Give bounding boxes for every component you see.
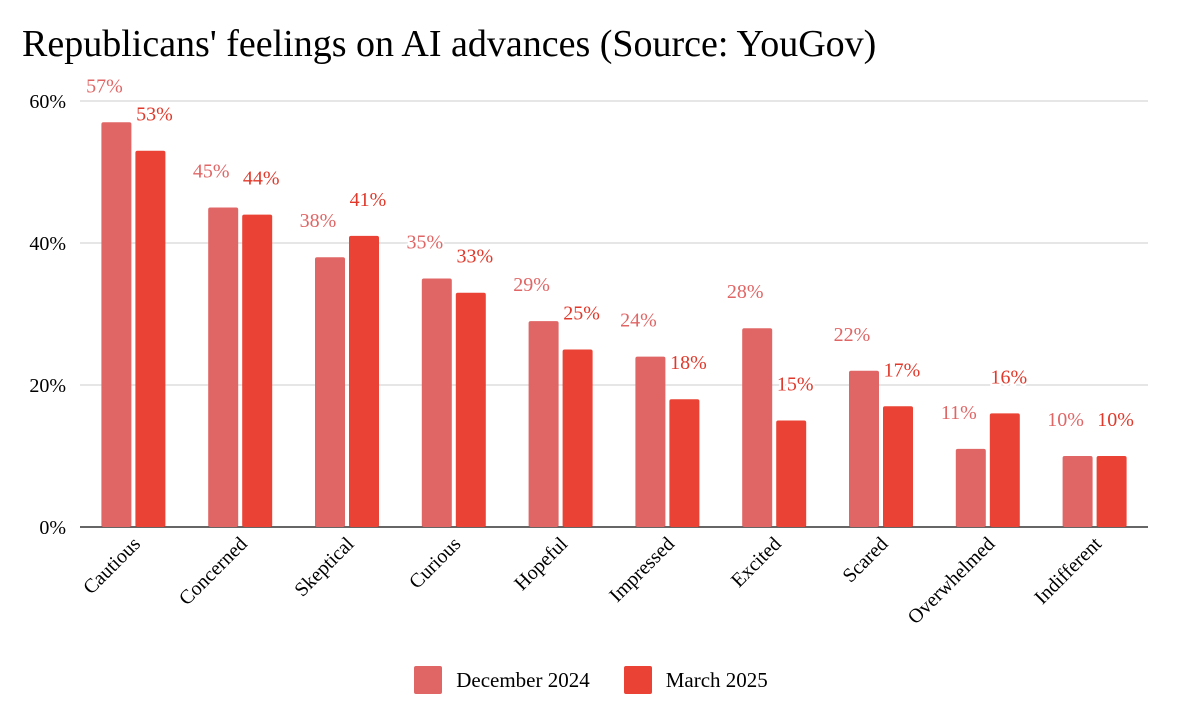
y-tick-label: 0% [39,517,66,539]
y-tick-label: 20% [29,375,66,397]
y-tick-label: 40% [29,233,66,255]
bar-december-2024-hopeful [528,321,559,527]
bar-december-2024-curious [421,278,452,527]
data-label: 16% [990,366,1027,388]
x-category-label: Skeptical [290,533,358,601]
data-label: 10% [1097,409,1134,431]
legend-item-march-2025: March 2025 [623,666,768,694]
data-label: 35% [406,232,443,254]
bar-december-2024-overwhelmed [955,448,986,527]
y-tick-label: 60% [29,91,66,113]
bar-december-2024-cautious [101,122,132,528]
bar-december-2024-excited [742,328,773,527]
x-category-label: Overwhelmed [904,533,1000,629]
bar-december-2024-impressed [635,356,666,527]
x-category-label: Impressed [605,533,679,607]
data-label: 44% [243,168,280,190]
x-category-label: Scared [838,533,892,587]
data-label: 53% [136,104,173,126]
x-axis-labels: Cautious Concerned Skeptical Curious Hopeful… [79,533,1106,629]
data-labels: 57% 53% 45% 44% 38% 41% 35% 33% 29% 25% 24% 18% 28% 1… [84,73,1136,433]
legend-swatch [623,666,652,694]
legend-label: December 2024 [456,667,590,692]
legend-swatch [414,666,443,694]
x-category-label: Excited [727,533,786,592]
chart-title: Republicans' feelings on AI advances (So… [22,23,877,65]
bar-march-2025-indifferent [1096,456,1127,527]
bar-december-2024-concerned [208,207,239,527]
data-label: 11% [941,402,977,424]
bar-december-2024-skeptical [315,257,345,527]
x-category-label: Hopeful [510,533,572,595]
bar-march-2025-overwhelmed [989,413,1020,527]
data-label: 17% [884,359,921,381]
bar-march-2025-impressed [669,399,700,527]
bars [101,122,1127,528]
x-category-label: Cautious [79,533,145,599]
data-label: 38% [300,210,337,232]
data-label: 41% [350,189,387,211]
bar-march-2025-skeptical [349,235,379,527]
data-label: 10% [1047,409,1084,431]
data-label: 33% [456,246,493,268]
data-label: 24% [620,310,657,332]
bar-december-2024-indifferent [1062,456,1093,527]
bar-december-2024-scared [849,370,879,527]
data-label: 15% [777,374,814,396]
bar-march-2025-scared [883,406,913,527]
x-category-label: Curious [405,533,465,593]
bar-march-2025-cautious [135,150,166,527]
bar-march-2025-hopeful [562,349,593,527]
x-category-label: Concerned [175,533,252,610]
data-label: 57% [86,75,123,97]
bar-march-2025-excited [776,420,807,527]
data-label: 25% [563,303,600,325]
legend-item-december-2024: December 2024 [414,666,590,694]
x-category-label: Indifferent [1030,533,1106,609]
legend-label: March 2025 [665,667,768,692]
gridlines [80,100,1148,528]
data-label: 28% [727,281,764,303]
bar-march-2025-curious [455,292,486,527]
data-label: 18% [670,352,707,374]
data-label: 29% [513,274,550,296]
data-label: 45% [193,161,230,183]
bar-march-2025-concerned [242,214,273,527]
legend: December 2024 March 2025 [0,664,1182,696]
bar-chart: 0% 20% 40% 60% 57% 53% 45% 44% 38% 41% 35% 33% 29% 2… [29,73,1148,629]
y-axis-ticks: 0% 20% 40% 60% [29,91,66,539]
data-label: 22% [834,324,871,346]
